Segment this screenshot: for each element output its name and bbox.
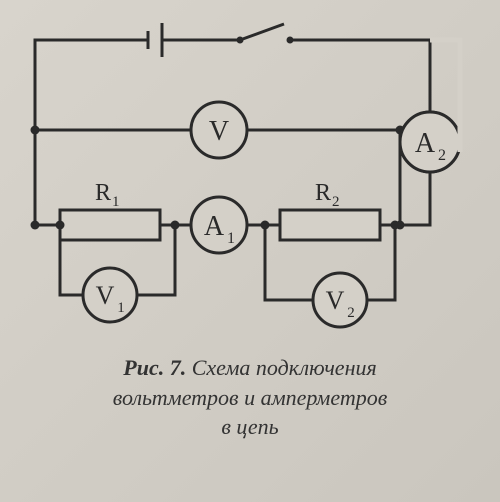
wire-top-left (35, 40, 148, 130)
ammeter-a1-label: A (204, 211, 225, 242)
resistor-r1-label: R (95, 180, 111, 206)
figure-caption: Рис. 7. Схема подключения вольтметров и … (0, 353, 500, 442)
caption-line-3: в цепь (221, 414, 278, 439)
resistor-r2-sub: 2 (332, 194, 340, 210)
figure-number: Рис. 7. (123, 355, 186, 380)
node-dot (261, 221, 270, 230)
voltmeter-v2-label: V (326, 286, 345, 315)
node-dot (56, 221, 65, 230)
voltmeter-v1-sub: 1 (117, 300, 125, 316)
voltmeter-v1-label: V (96, 281, 115, 310)
voltmeter-v2-sub: 2 (347, 305, 355, 321)
resistor-r2 (280, 210, 380, 240)
voltmeter-main-label: V (209, 116, 229, 147)
battery-icon (148, 23, 162, 57)
caption-line-2: вольтметров и амперметров (113, 385, 388, 410)
circuit-diagram: V A 2 A 1 V 1 V 2 R 1 R 2 (0, 0, 500, 360)
node-dot (31, 126, 40, 135)
ammeter-a2-sub: 2 (438, 147, 446, 164)
switch-icon (237, 24, 294, 44)
ammeter-a1-sub: 1 (227, 230, 235, 247)
caption-line-1: Схема подключения (192, 355, 377, 380)
wire-top-to-a2 (290, 40, 430, 112)
resistor-r2-label: R (315, 180, 331, 206)
ammeter-a2-label: A (415, 128, 436, 159)
wire-a2-bottom (400, 172, 430, 225)
node-dot (31, 221, 40, 230)
page: V A 2 A 1 V 1 V 2 R 1 R 2 Р (0, 0, 500, 502)
resistor-r1-sub: 1 (112, 194, 120, 210)
node-dot (396, 221, 405, 230)
resistor-r1 (60, 210, 160, 240)
node-dot (171, 221, 180, 230)
